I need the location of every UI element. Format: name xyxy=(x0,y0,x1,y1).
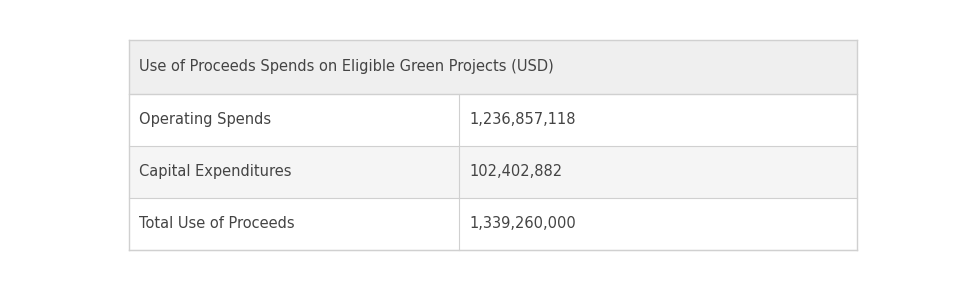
Text: 102,402,882: 102,402,882 xyxy=(469,164,562,179)
Text: Use of Proceeds Spends on Eligible Green Projects (USD): Use of Proceeds Spends on Eligible Green… xyxy=(138,59,554,74)
Text: 1,236,857,118: 1,236,857,118 xyxy=(469,112,575,127)
Text: Total Use of Proceeds: Total Use of Proceeds xyxy=(138,216,294,231)
Bar xyxy=(459,146,856,198)
Bar xyxy=(129,40,856,94)
Text: Capital Expenditures: Capital Expenditures xyxy=(138,164,291,179)
Bar xyxy=(459,94,856,146)
Text: 1,339,260,000: 1,339,260,000 xyxy=(469,216,576,231)
Bar xyxy=(129,198,459,250)
Bar xyxy=(129,94,459,146)
Bar xyxy=(129,146,459,198)
Text: Operating Spends: Operating Spends xyxy=(138,112,271,127)
Bar xyxy=(459,198,856,250)
